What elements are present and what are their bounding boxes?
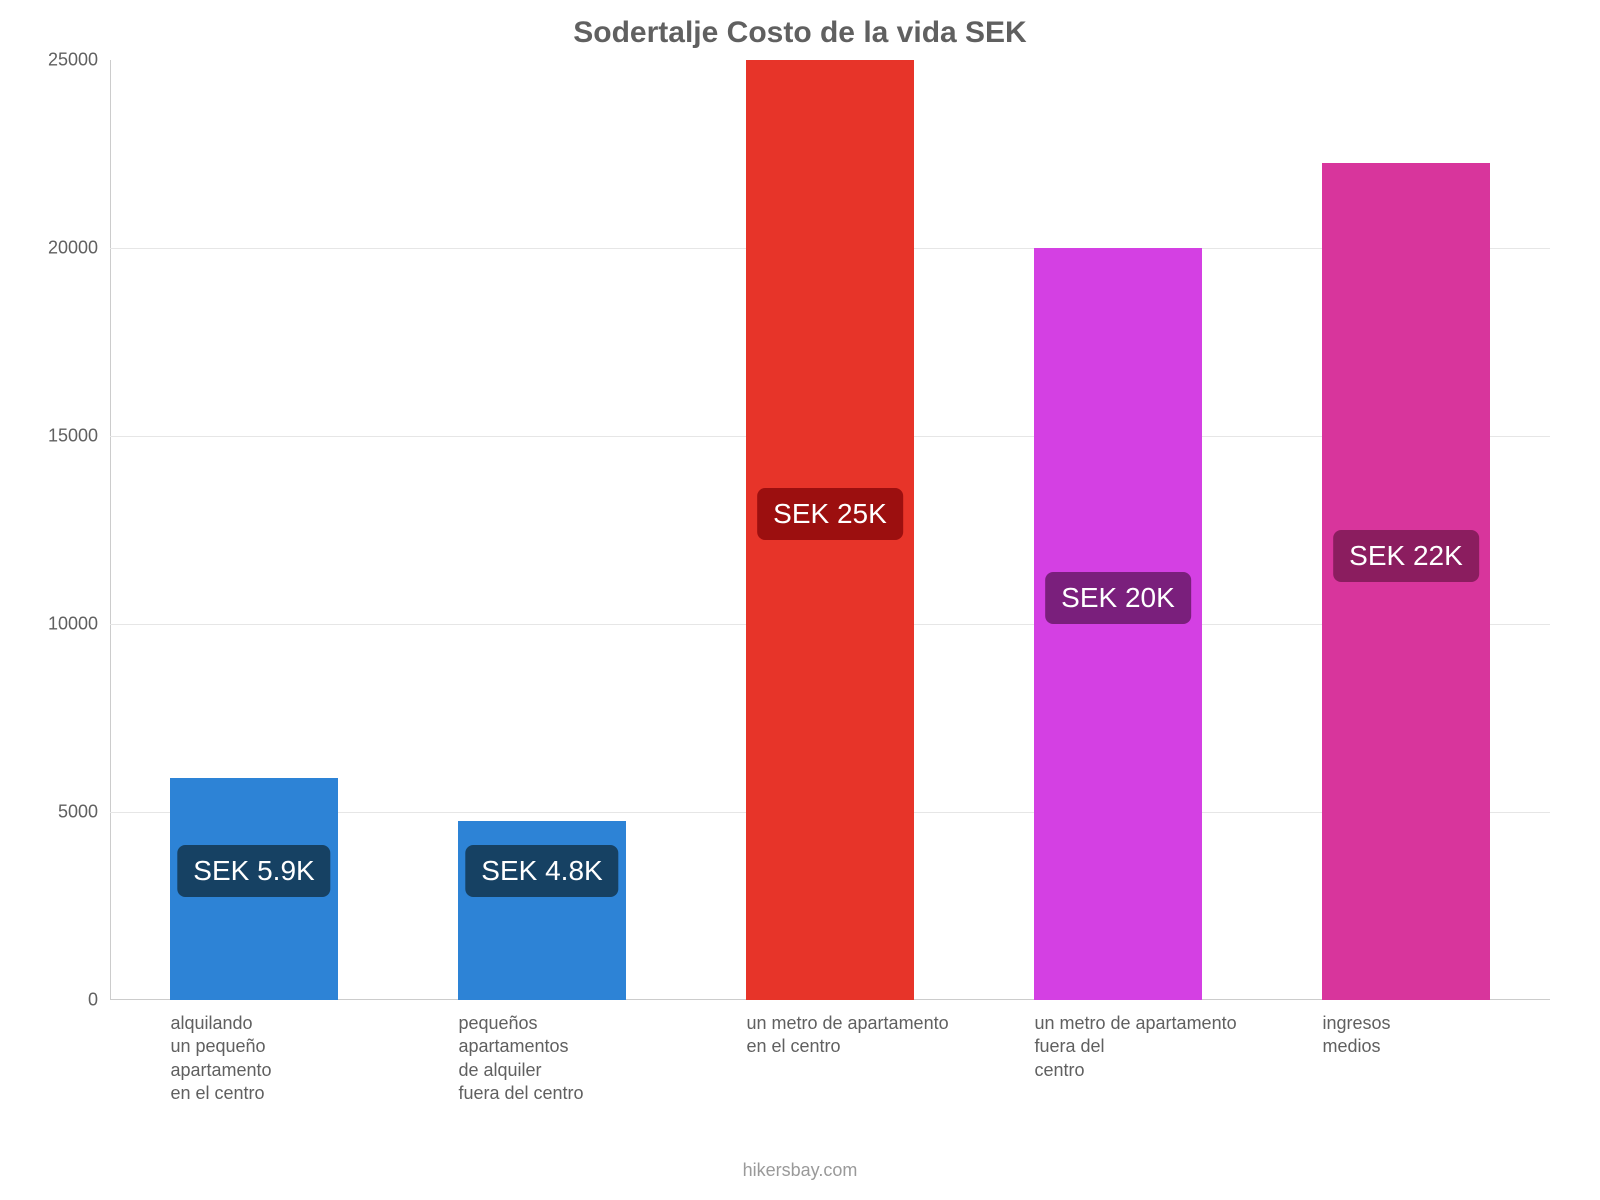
chart-container: Sodertalje Costo de la vida SEK 05000100… — [0, 0, 1600, 1200]
credit-text: hikersbay.com — [0, 1160, 1600, 1181]
xtick-label: un metro de apartamento fuera del centro — [1034, 1000, 1261, 1082]
ytick-label: 5000 — [58, 802, 110, 823]
ytick-label: 0 — [88, 990, 110, 1011]
value-badge: SEK 5.9K — [177, 845, 330, 897]
xtick-label: ingresos medios — [1322, 1000, 1549, 1059]
ytick-label: 15000 — [48, 426, 110, 447]
value-badge: SEK 25K — [757, 488, 903, 540]
plot-area: 0500010000150002000025000SEK 5.9Kalquila… — [110, 60, 1550, 1000]
ytick-label: 25000 — [48, 50, 110, 71]
value-badge: SEK 4.8K — [465, 845, 618, 897]
value-badge: SEK 22K — [1333, 530, 1479, 582]
xtick-label: alquilando un pequeño apartamento en el … — [170, 1000, 397, 1106]
y-axis-line — [110, 60, 111, 1000]
ytick-label: 10000 — [48, 614, 110, 635]
value-badge: SEK 20K — [1045, 572, 1191, 624]
chart-title: Sodertalje Costo de la vida SEK — [0, 16, 1600, 50]
ytick-label: 20000 — [48, 238, 110, 259]
xtick-label: pequeños apartamentos de alquiler fuera … — [458, 1000, 685, 1106]
xtick-label: un metro de apartamento en el centro — [746, 1000, 973, 1059]
